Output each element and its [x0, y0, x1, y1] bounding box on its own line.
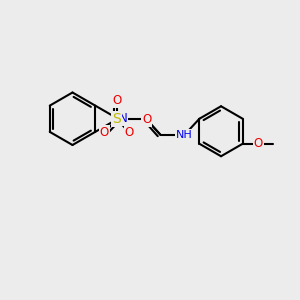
Text: NH: NH: [176, 130, 193, 140]
Text: S: S: [112, 112, 121, 126]
Text: O: O: [112, 94, 122, 107]
Text: O: O: [100, 126, 109, 139]
Text: O: O: [142, 113, 152, 126]
Text: O: O: [125, 126, 134, 139]
Text: N: N: [119, 112, 128, 125]
Text: O: O: [254, 137, 263, 150]
